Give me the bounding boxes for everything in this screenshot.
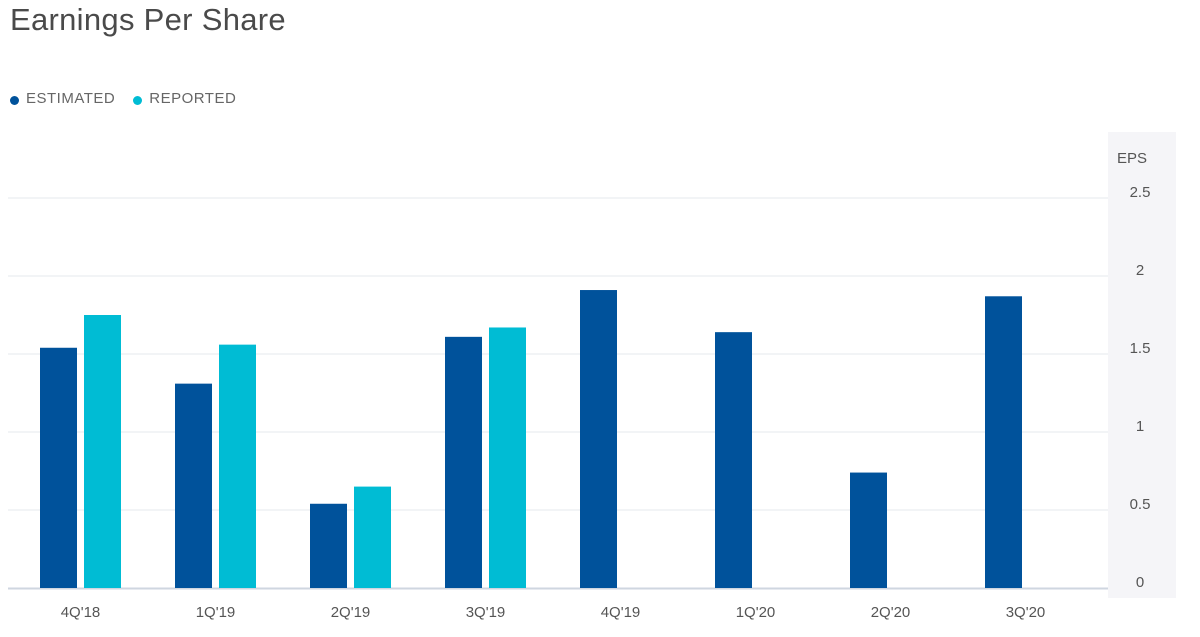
bar-estimated-6 (850, 472, 887, 588)
legend-label-reported: REPORTED (149, 90, 237, 107)
x-tick-label: 2Q'20 (871, 604, 911, 621)
legend-item-reported[interactable]: REPORTED (133, 90, 236, 107)
y-tick-label: 2.5 (1130, 184, 1151, 201)
x-tick-label: 4Q'19 (601, 604, 641, 621)
bar-estimated-2 (310, 503, 347, 588)
bar-reported-1 (219, 344, 256, 588)
chart-title: Earnings Per Share (10, 2, 286, 37)
x-tick-label: 3Q'19 (466, 604, 506, 621)
legend-dot-estimated (10, 95, 19, 105)
x-tick-label: 3Q'20 (1006, 604, 1046, 621)
y-tick-label: 2 (1136, 262, 1144, 279)
y-axis-label: EPS (1117, 150, 1147, 167)
bar-reported-2 (354, 486, 391, 588)
x-tick-label: 1Q'19 (196, 604, 236, 621)
y-tick-label: 1 (1136, 418, 1144, 435)
y-tick-label: 0 (1136, 574, 1144, 591)
bar-estimated-1 (175, 383, 212, 588)
y-tick-label: 0.5 (1130, 496, 1151, 513)
legend-dot-reported (133, 95, 143, 105)
bar-estimated-5 (715, 332, 752, 588)
bar-reported-3 (489, 327, 526, 588)
legend-item-estimated[interactable]: ESTIMATED (10, 90, 115, 107)
bar-reported-0 (84, 315, 121, 588)
bar-estimated-7 (985, 296, 1022, 588)
x-tick-label: 1Q'20 (736, 604, 776, 621)
y-tick-label: 1.5 (1130, 340, 1151, 357)
legend: ESTIMATED REPORTED (10, 90, 254, 107)
bar-estimated-4 (580, 290, 617, 588)
x-tick-label: 4Q'18 (61, 604, 101, 621)
x-tick-label: 2Q'19 (331, 604, 371, 621)
bar-estimated-3 (445, 336, 482, 588)
y-axis-panel (1108, 132, 1176, 598)
legend-label-estimated: ESTIMATED (26, 90, 116, 107)
bar-estimated-0 (40, 347, 77, 588)
